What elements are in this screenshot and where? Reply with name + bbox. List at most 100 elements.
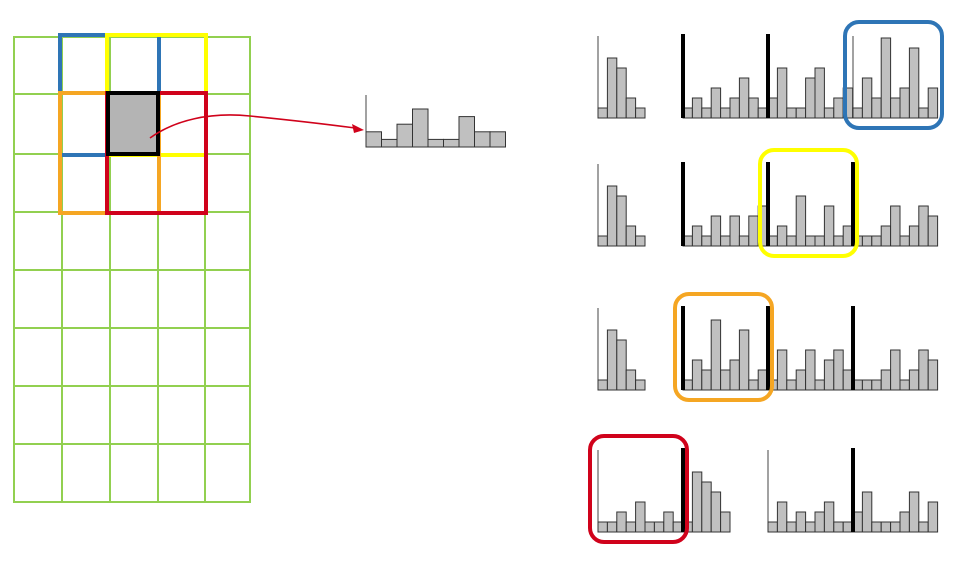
yellow-row-seg3-bar-2 <box>871 235 882 247</box>
red-row-seg2-bar-5 <box>814 511 825 533</box>
grid-cell-r2-c1 <box>61 153 111 213</box>
orange-row-seg0-bar-1 <box>606 329 618 391</box>
orange-row-seg3-bar-1 <box>861 379 873 391</box>
yellow-row-seg2-bar-3 <box>795 195 807 247</box>
blue-row-seg0-bar-0 <box>597 107 608 119</box>
grid-cell-r4-c2 <box>109 269 159 329</box>
blue-row-seg3-bar-7 <box>918 107 929 119</box>
grid-cell-r6-c0 <box>13 385 63 445</box>
blue-row-seg1-bar-2 <box>701 107 712 119</box>
yellow-row-seg3-bar-1 <box>861 235 873 247</box>
connector-arrow <box>149 114 364 139</box>
yellow-row-seg0-bar-4 <box>635 235 646 247</box>
yellow-row-seg3-bar-6 <box>908 225 920 247</box>
grid-cell-r5-c2 <box>109 327 159 387</box>
orange-row-seg3-bar-4 <box>890 349 901 391</box>
orange-row-seg1-bar-4 <box>720 369 731 391</box>
arrow-head <box>352 124 364 133</box>
red-row-seg2-bar-2 <box>786 521 797 533</box>
blue-row-seg1-bar-3 <box>710 87 722 119</box>
grid-cell-r6-c3 <box>157 385 206 445</box>
orange-row-seg3-bar-5 <box>899 379 910 391</box>
cell-histogram <box>365 95 506 148</box>
yellow-row-seg0-bar-2 <box>616 195 627 247</box>
grid-cell-r5-c0 <box>13 327 63 387</box>
yellow-row-seg1-bar-6 <box>738 235 750 247</box>
orange-row-highlight-box <box>673 292 774 402</box>
red-row-seg0-bar-0 <box>597 521 608 533</box>
yellow-row-seg0-bar-0 <box>597 235 608 247</box>
grid-cell-r5-c3 <box>157 327 206 387</box>
yellow-row-seg3-bar-8 <box>927 215 939 247</box>
cell-histogram-bar-1 <box>381 138 398 148</box>
yellow-row-seg1-bar-4 <box>720 235 731 247</box>
yellow-row-seg3-bar-3 <box>880 225 892 247</box>
blue-row <box>597 20 944 130</box>
blue-row-seg1-bar-7 <box>748 97 759 119</box>
grid-cell-r0-c2 <box>109 36 159 95</box>
grid-cell-r6-c2 <box>109 385 159 445</box>
red-row-seg3-bar-4 <box>890 521 901 533</box>
orange-row-seg1-bar-1 <box>691 359 703 391</box>
yellow-row-seg2-bar-4 <box>805 235 816 247</box>
blue-row-seg3-bar-6 <box>908 47 920 119</box>
yellow-row-seg0-bar-3 <box>625 225 637 247</box>
blue-row-seg1-bar-4 <box>720 107 731 119</box>
grid-cell-r1-c1 <box>61 93 111 155</box>
red-row-seg3-bar-6 <box>908 491 920 533</box>
orange-row-seg3-bar-7 <box>918 349 929 391</box>
grid-cell-r2-c0 <box>13 153 63 213</box>
grid-cell-r6-c4 <box>204 385 251 445</box>
yellow-row-seg3-bar-5 <box>899 235 910 247</box>
cell-histogram-bar-3 <box>412 108 429 148</box>
yellow-row-highlight-box <box>758 148 859 258</box>
orange-row-seg2-bar-7 <box>833 349 844 391</box>
grid-cell-r7-c0 <box>13 443 63 503</box>
cell-histogram-bar-7 <box>474 131 491 148</box>
blue-row-seg3-bar-3 <box>880 37 892 119</box>
red-row-seg1-bar-2 <box>701 481 712 533</box>
orange-row <box>597 292 939 402</box>
grid-cell-r7-c1 <box>61 443 111 503</box>
blue-row-seg1-bar-6 <box>738 77 750 119</box>
orange-row-seg1-bar-2 <box>701 369 712 391</box>
orange-row-seg0-bar-2 <box>616 339 627 391</box>
grid-cell-r3-c2 <box>109 211 159 271</box>
cell-histogram-bar-6 <box>458 116 475 148</box>
blue-row-seg3-bar-8 <box>927 87 939 119</box>
red-row-seg0-bar-2 <box>616 511 627 533</box>
grid-cell-r5-c1 <box>61 327 111 387</box>
cell-histogram-bar-5 <box>443 138 460 148</box>
blue-row-seg2-bar-3 <box>795 107 807 119</box>
cell-histogram-bar-4 <box>427 138 444 148</box>
grid-cell-r1-c0 <box>13 93 63 155</box>
grid-cell-r4-c1 <box>61 269 111 329</box>
orange-row-seg3-bar-6 <box>908 369 920 391</box>
grid-cell-r4-c4 <box>204 269 251 329</box>
blue-row-seg1-bar-1 <box>691 97 703 119</box>
blue-row-seg3-bar-2 <box>871 97 882 119</box>
yellow-row-seg3-bar-4 <box>890 205 901 247</box>
red-row-highlight-box <box>588 434 689 544</box>
orange-row-seg1-bar-5 <box>729 359 740 391</box>
blue-row-highlight-box <box>843 20 944 130</box>
cell-histogram-bar-8 <box>489 131 506 148</box>
orange-row-seg1-bar-6 <box>738 329 750 391</box>
orange-row-seg2-bar-6 <box>823 359 835 391</box>
blue-row-seg1-bar-5 <box>729 97 740 119</box>
grid-cell-r3-c0 <box>13 211 63 271</box>
red-row-seg2-bar-1 <box>776 501 788 533</box>
blue-row-seg0-bar-2 <box>616 67 627 119</box>
grid-cell-r7-c2 <box>109 443 159 503</box>
grid-cell-r7-c3 <box>157 443 206 503</box>
grid-cell-r1-c3 <box>157 93 206 155</box>
grid-cell-r4-c3 <box>157 269 206 329</box>
blue-row-seg2-bar-4 <box>805 77 816 119</box>
orange-row-seg3-bar-8 <box>927 359 939 391</box>
grid-cell-r1-c4 <box>204 93 251 155</box>
yellow-row-seg0-bar-1 <box>606 185 618 247</box>
grid-cell-r3-c1 <box>61 211 111 271</box>
red-row-seg2-bar-3 <box>795 511 807 533</box>
